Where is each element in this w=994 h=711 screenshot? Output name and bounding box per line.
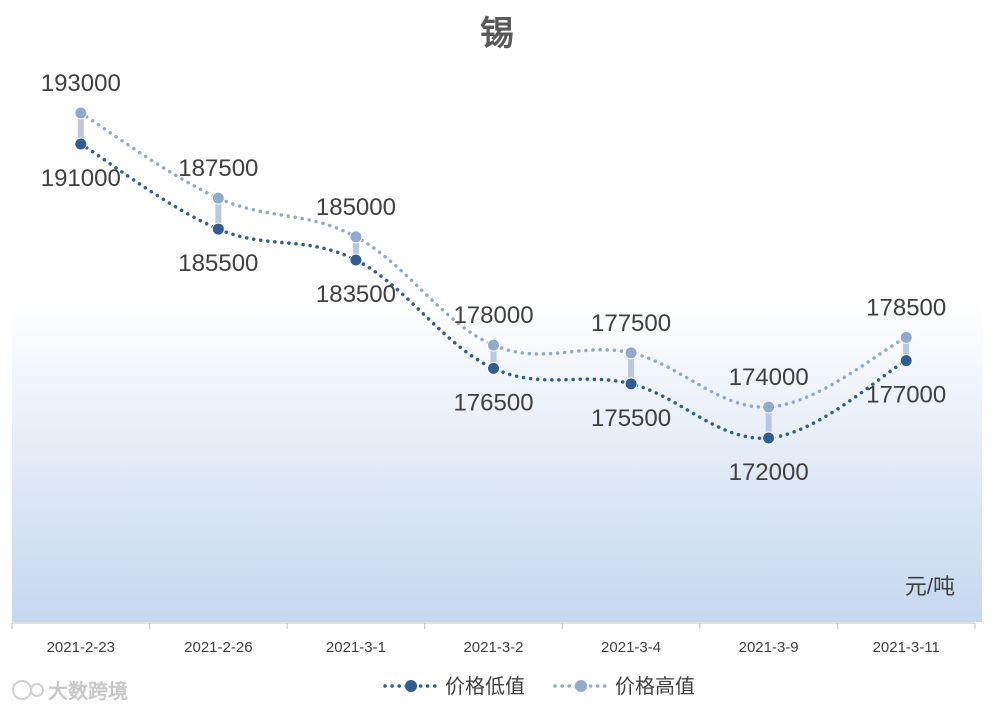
data-label-low: 185500 <box>178 250 258 277</box>
data-label-high: 178000 <box>453 302 533 329</box>
data-point-low <box>899 354 913 368</box>
data-label-high: 187500 <box>178 155 258 182</box>
x-tick-label: 2021-2-23 <box>47 639 115 656</box>
data-point-low <box>624 377 638 391</box>
data-point-low <box>74 137 88 151</box>
legend-marker-high <box>575 680 587 692</box>
data-point-low <box>762 431 776 445</box>
data-label-low: 175500 <box>591 405 671 432</box>
plot-background <box>12 300 982 622</box>
watermark-logo-icon <box>12 680 44 700</box>
data-point-low <box>349 253 363 267</box>
x-tick-label: 2021-2-26 <box>184 639 252 656</box>
data-label-high: 174000 <box>729 364 809 391</box>
legend: 价格低值 价格高值 <box>383 675 695 698</box>
legend-label-high: 价格高值 <box>615 675 695 698</box>
data-label-low: 191000 <box>41 165 121 192</box>
x-tick-label: 2021-3-2 <box>463 639 523 656</box>
data-label-high: 185000 <box>316 194 396 221</box>
x-tick-label: 2021-3-11 <box>873 639 940 656</box>
data-point-high <box>899 330 913 344</box>
data-point-high <box>349 230 363 244</box>
x-tick-label: 2021-3-4 <box>601 639 661 656</box>
data-label-high: 178500 <box>866 294 946 321</box>
chart-title: 锡 <box>480 15 514 53</box>
data-label-low: 183500 <box>316 281 396 308</box>
legend-label-low: 价格低值 <box>445 675 525 698</box>
data-label-high: 193000 <box>41 70 121 97</box>
data-point-low <box>211 222 225 236</box>
data-point-high <box>762 400 776 414</box>
data-label-high: 177500 <box>591 310 671 337</box>
data-point-high <box>487 338 500 352</box>
unit-label: 元/吨 <box>905 574 955 599</box>
x-tick-label: 2021-3-1 <box>326 639 386 656</box>
data-label-low: 172000 <box>729 459 809 486</box>
watermark-text: 大数跨境 <box>48 679 128 703</box>
data-point-low <box>487 361 500 375</box>
legend-marker-low <box>405 680 417 692</box>
data-point-high <box>74 106 88 120</box>
x-tick-label: 2021-3-9 <box>739 639 799 656</box>
data-point-high <box>624 346 638 360</box>
data-label-low: 177000 <box>866 382 946 409</box>
data-point-high <box>211 191 225 205</box>
data-label-low: 176500 <box>453 389 533 416</box>
